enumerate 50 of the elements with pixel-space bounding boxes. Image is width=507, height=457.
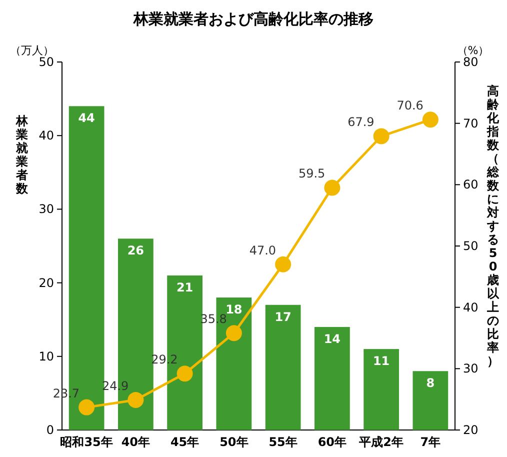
y2-tick-label: 70 [463,116,478,130]
bar [364,349,399,430]
text: （%） [456,44,490,57]
x-tick-label: 50年 [220,435,248,449]
y2-tick-label: 80 [463,55,478,69]
data-label: 59.5 [298,166,326,181]
y2-tick-label: 30 [463,362,478,376]
y-axis-title: 林業就業者数 [15,114,29,196]
x-tick-label: 45年 [170,435,200,449]
data-label: 17 [274,310,292,324]
data-label: 67.9 [348,115,374,130]
x-tick-label: 平成2年 [358,435,404,449]
x-tick-label: 40年 [121,435,150,449]
y2-tick-label: 40 [463,300,478,314]
data-label: 44 [78,111,95,126]
y-tick-label: 30 [38,202,54,216]
y-tick-label: 50 [38,55,54,69]
y-tick-label: 10 [38,349,54,364]
y-tick-label: 40 [38,128,54,143]
data-label: 70.6 [396,98,424,113]
y2-tick-label: 50 [463,239,478,253]
data-label: 47.0 [249,243,276,258]
bar [265,304,301,430]
x-tick-label: 7年 [420,435,441,449]
data-label: 14 [324,332,341,346]
data-label: 18 [226,302,242,317]
point [176,366,193,382]
y2-tick-label: 60 [463,178,478,192]
point [275,256,292,272]
y-tick-label: 20 [38,276,54,290]
x-tick-label: 55年 [268,435,298,449]
text: 高齢化指数（総数に対する50歳以上の比率） [487,84,499,368]
y2-tick-label: 20 [463,423,478,437]
point [422,112,438,128]
y-tick-label: 0 [46,423,54,437]
x-tick-label: 昭和35年 [60,435,113,449]
bar [412,371,448,430]
point [226,325,242,342]
bar [314,326,350,430]
data-label: 8 [426,376,435,390]
chart-title: 林業就業者および高齢化比率の推移 [132,10,374,28]
point [324,180,340,196]
point [78,399,95,416]
point [128,392,144,408]
data-label: 21 [176,280,194,294]
text: （万人） [10,44,54,57]
data-label: 11 [372,354,390,368]
x-tick-label: 60年 [318,435,347,449]
point [373,128,390,144]
data-label: 26 [127,244,144,258]
